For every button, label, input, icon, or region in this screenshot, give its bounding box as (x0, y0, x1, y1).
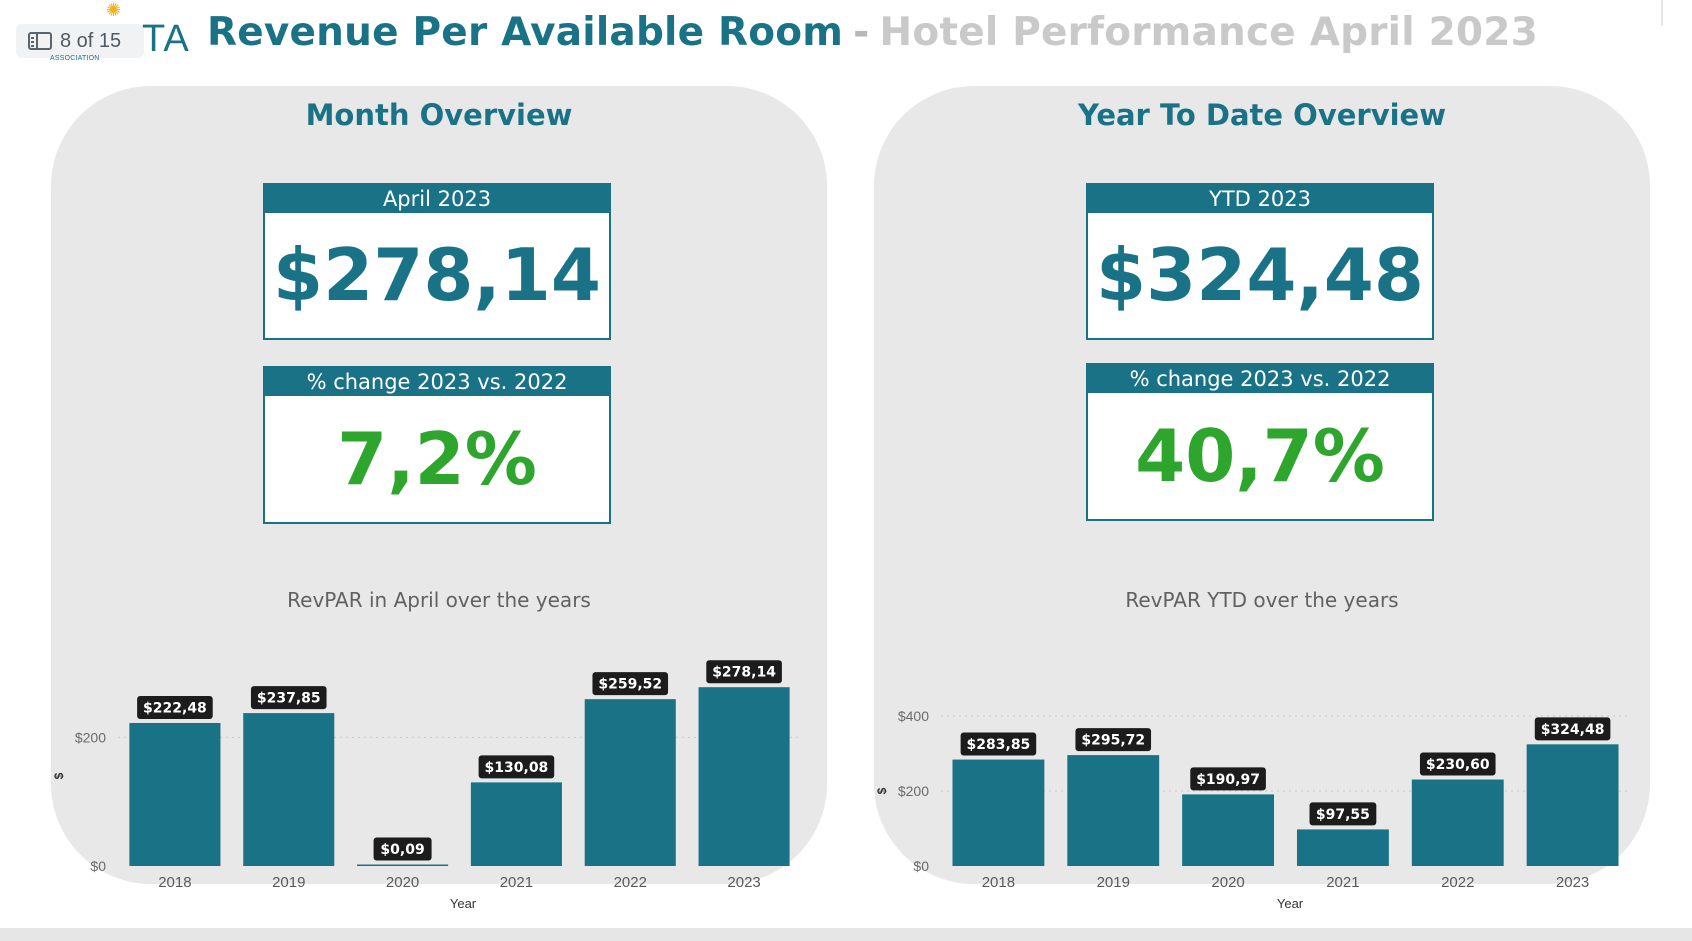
page-counter[interactable]: 8 of 15 (16, 24, 144, 58)
data-label-bg (706, 660, 782, 684)
chart-bar (952, 759, 1045, 866)
logo: ✺ TA ASSOCIATION (44, 2, 196, 64)
data-label: $222,48 (143, 700, 207, 716)
x-tick-label: 2018 (982, 874, 1015, 891)
chart-bar (1067, 755, 1160, 866)
y-tick-label: $0 (90, 858, 106, 874)
chart-bar (357, 864, 449, 866)
data-label: $230,60 (1426, 757, 1490, 773)
bottom-bar (0, 928, 1692, 941)
month-revpar-label: April 2023 (265, 185, 609, 213)
data-label-bg (1075, 728, 1152, 752)
page-title-sub: Hotel Performance April 2023 (879, 10, 1538, 55)
data-label: $295,72 (1081, 733, 1145, 749)
ytd-panel-title: Year To Date Overview (1077, 98, 1447, 132)
chart-bar (584, 699, 676, 866)
sun-icon: ✺ (106, 0, 122, 21)
ytd-chart-title: RevPAR YTD over the years (1125, 588, 1399, 612)
x-tick-label: 2019 (1097, 874, 1130, 891)
chart-bar (129, 722, 221, 866)
x-axis-label: Year (1277, 896, 1304, 911)
data-label-bg (478, 755, 555, 779)
chart-bar (470, 782, 562, 866)
data-label: $190,97 (1196, 772, 1260, 788)
ytd-revpar-chart[interactable]: $0 $200 $400 $ $283,85 2018 $295,72 2019 $190,97… (874, 606, 1650, 916)
y-axis-label: $ (52, 772, 66, 779)
x-tick-label: 2021 (1326, 874, 1359, 891)
x-tick-label: 2022 (1441, 874, 1474, 891)
logo-subtext: ASSOCIATION (50, 55, 100, 62)
data-label: $278,14 (712, 665, 776, 681)
month-change-value: 7,2% (337, 417, 537, 501)
ytd-overview-panel: Year To Date Overview YTD 2023 $324,48 %… (874, 86, 1650, 911)
data-label-bg (373, 837, 432, 861)
page-title-dash: - (853, 10, 870, 55)
page-counter-label: 8 of 15 (60, 29, 122, 52)
month-overview-panel: Month Overview April 2023 $278,14 % chan… (51, 86, 827, 911)
x-axis-label: Year (450, 896, 477, 911)
chart-bar (1526, 744, 1619, 866)
month-revpar-value: $278,14 (273, 233, 601, 317)
data-label-bg (1419, 752, 1496, 776)
ytd-revpar-label: YTD 2023 (1088, 185, 1432, 213)
x-tick-label: 2023 (727, 874, 760, 891)
ytd-revpar-value: $324,48 (1096, 233, 1424, 317)
data-label-bg (137, 695, 213, 719)
data-label: $237,85 (257, 691, 321, 707)
x-tick-label: 2020 (386, 874, 419, 891)
x-tick-label: 2020 (1211, 874, 1244, 891)
data-label: $130,08 (485, 760, 549, 776)
y-tick-label: $200 (898, 783, 929, 799)
data-label-bg (592, 672, 669, 696)
x-tick-label: 2019 (272, 874, 305, 891)
y-tick-label: $200 (75, 729, 106, 745)
data-label: $97,55 (1316, 807, 1370, 823)
page-title: Revenue Per Available Room - Hotel Perform… (207, 10, 1538, 55)
chart-bar (1296, 829, 1389, 866)
pages-panel-icon (28, 32, 52, 50)
data-label-bg (1534, 717, 1611, 741)
x-tick-label: 2022 (614, 874, 647, 891)
logo-text: TA (142, 18, 190, 60)
month-change-card[interactable]: % change 2023 vs. 2022 7,2% (263, 366, 611, 524)
month-change-label: % change 2023 vs. 2022 (265, 368, 609, 396)
chart-bar (698, 687, 790, 866)
y-tick-label: $400 (898, 708, 929, 724)
x-tick-label: 2018 (158, 874, 191, 891)
data-label-bg (1190, 767, 1266, 791)
month-chart-title: RevPAR in April over the years (287, 588, 591, 612)
y-tick-label: $0 (913, 858, 929, 874)
data-label: $0,09 (380, 842, 424, 858)
data-label-bg (250, 686, 327, 710)
data-label: $283,85 (967, 737, 1031, 753)
x-tick-label: 2021 (500, 874, 533, 891)
ytd-change-label: % change 2023 vs. 2022 (1088, 365, 1432, 393)
month-revpar-card[interactable]: April 2023 $278,14 (263, 183, 611, 340)
data-label: $324,48 (1541, 722, 1605, 738)
chart-bar (1411, 779, 1504, 866)
y-axis-label: $ (875, 787, 889, 794)
ytd-change-card[interactable]: % change 2023 vs. 2022 40,7% (1086, 363, 1434, 521)
ytd-revpar-card[interactable]: YTD 2023 $324,48 (1086, 183, 1434, 340)
month-revpar-chart[interactable]: $0 $200 $ $222,48 2018 $237,85 2019 $0,09 2020 $1… (51, 606, 827, 916)
x-tick-label: 2023 (1556, 874, 1589, 891)
data-label-bg (1309, 802, 1377, 826)
page-title-main: Revenue Per Available Room (207, 10, 844, 55)
ytd-change-value: 40,7% (1135, 414, 1385, 498)
data-label: $259,52 (598, 677, 662, 693)
chart-bar (243, 713, 335, 866)
data-label-bg (960, 732, 1037, 756)
divider (1661, 0, 1663, 26)
chart-bar (1182, 794, 1275, 866)
month-panel-title: Month Overview (305, 98, 573, 132)
